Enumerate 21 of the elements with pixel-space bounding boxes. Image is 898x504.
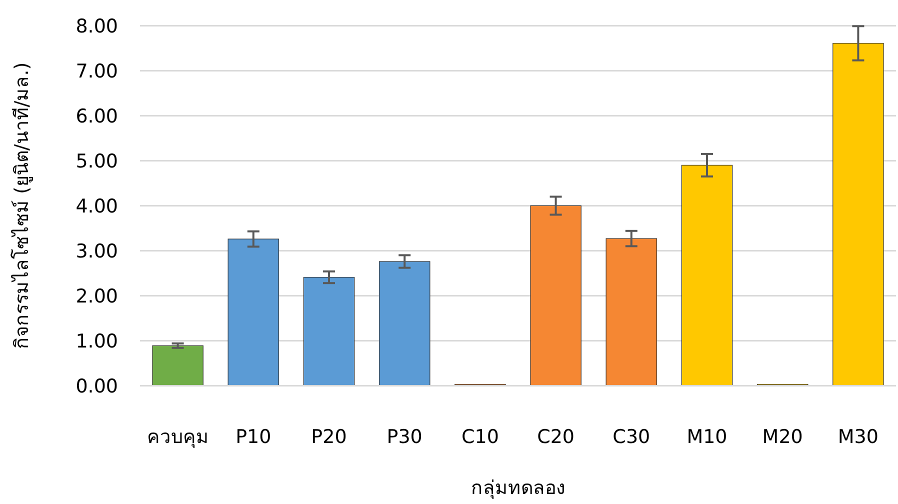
y-axis-title: กิจกรรมไลโซไซม์ (ยูนิต/นาที/มล.) (10, 62, 33, 350)
x-tick-label: M10 (686, 426, 728, 448)
y-tick-label: 8.00 (76, 16, 118, 38)
y-tick-label: 1.00 (76, 330, 118, 353)
x-tick-label: C20 (537, 426, 575, 448)
y-tick-label: 0.00 (76, 376, 118, 398)
x-tick-label: P30 (386, 426, 422, 448)
y-tick-label: 2.00 (76, 286, 118, 308)
x-tick-label: ควบคุม (146, 426, 209, 449)
x-tick-label: C30 (612, 426, 650, 448)
y-tick-label: 3.00 (76, 240, 118, 263)
y-tick-label: 7.00 (76, 60, 118, 83)
x-axis-title: กลุ่มทดลอง (471, 477, 565, 500)
x-tick-label: C10 (461, 426, 499, 448)
x-tick-label: P20 (311, 426, 347, 448)
y-tick-label: 6.00 (76, 106, 118, 128)
y-tick-label: 5.00 (76, 150, 118, 173)
x-tick-label: M30 (838, 426, 878, 448)
y-tick-label: 4.00 (76, 196, 118, 218)
x-tick-label: P10 (236, 426, 272, 448)
x-tick-label: M20 (762, 426, 803, 448)
